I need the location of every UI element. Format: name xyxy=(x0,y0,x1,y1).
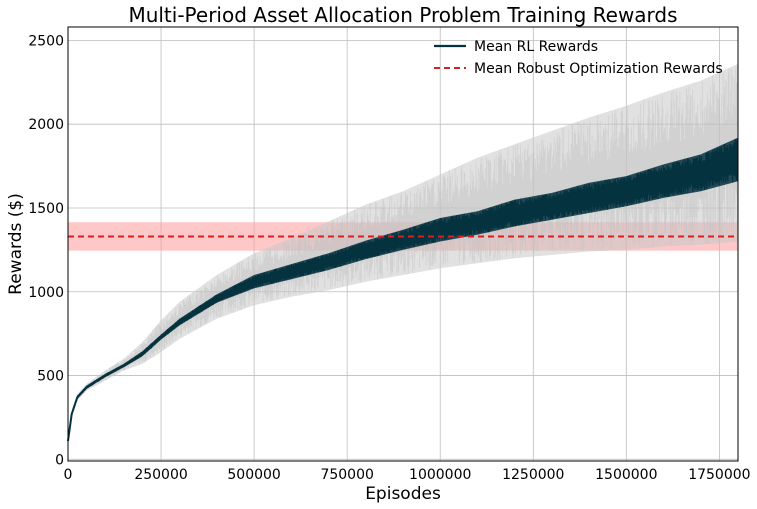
y-axis-label: Rewards ($) xyxy=(6,193,26,295)
ticks: 0 250000 500000 750000 1000000 1250000 1500000… xyxy=(28,33,750,483)
x-tick-label: 0 xyxy=(64,467,73,483)
rl-std-band xyxy=(68,63,738,443)
legend-label-rl: Mean RL Rewards xyxy=(474,39,598,55)
y-tick-label: 0 xyxy=(55,452,64,468)
x-tick-label: 1500000 xyxy=(595,467,657,483)
x-tick-label: 500000 xyxy=(227,467,280,483)
y-tick-label: 1000 xyxy=(28,285,64,301)
plot-frame xyxy=(67,26,739,462)
x-tick-label: 750000 xyxy=(320,467,373,483)
chart-title: Multi-Period Asset Allocation Problem Tr… xyxy=(128,3,677,27)
legend-label-robust: Mean Robust Optimization Rewards xyxy=(474,61,723,77)
rl-noise-line xyxy=(67,139,739,442)
x-tick-label: 1750000 xyxy=(688,467,750,483)
x-tick-label: 250000 xyxy=(134,467,187,483)
y-tick-label: 500 xyxy=(37,369,64,385)
rl-mean-line xyxy=(67,158,739,442)
legend: Mean RL Rewards Mean Robust Optimization… xyxy=(434,39,723,77)
rl-band-fill xyxy=(68,137,738,443)
y-tick-label: 1500 xyxy=(28,201,64,217)
bands xyxy=(67,63,739,443)
x-tick-label: 1250000 xyxy=(502,467,564,483)
x-tick-label: 1000000 xyxy=(409,467,471,483)
y-tick-label: 2500 xyxy=(28,33,64,49)
x-axis-label: Episodes xyxy=(365,484,441,504)
lines xyxy=(67,139,739,442)
y-tick-label: 2000 xyxy=(28,117,64,133)
